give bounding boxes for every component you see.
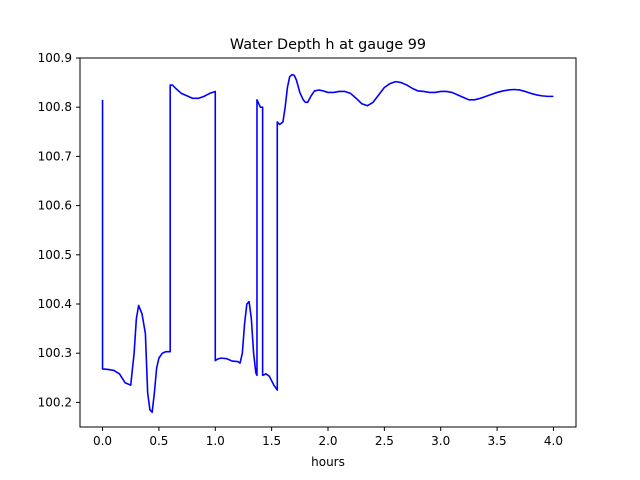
x-axis-ticks: 0.0 0.5 1.0 1.5 2.0 2.5 3.0 3.5 4.0 — [93, 427, 563, 448]
x-tick-label: 2.5 — [375, 434, 394, 448]
x-tick-label: 0.5 — [149, 434, 168, 448]
x-tick-label: 4.0 — [544, 434, 563, 448]
y-tick-label: 100.7 — [38, 149, 72, 163]
x-tick-label: 3.0 — [431, 434, 450, 448]
y-tick-label: 100.5 — [38, 248, 72, 262]
x-axis-label: hours — [311, 455, 345, 469]
x-tick-label: 0.0 — [93, 434, 112, 448]
x-tick-label: 1.0 — [206, 434, 225, 448]
plot-line-layer — [101, 73, 554, 414]
x-tick-label: 3.5 — [488, 434, 507, 448]
y-axis-ticks: 100.2 100.3 100.4 100.5 100.6 100.7 100.8 100.9 — [38, 51, 80, 409]
y-tick-label: 100.3 — [38, 346, 72, 360]
y-tick-label: 100.4 — [38, 297, 72, 311]
x-tick-label: 1.5 — [262, 434, 281, 448]
y-tick-label: 100.8 — [38, 100, 72, 114]
series-line-0 — [101, 73, 554, 414]
y-tick-label: 100.9 — [38, 51, 72, 65]
y-tick-label: 100.6 — [38, 199, 72, 213]
y-tick-label: 100.2 — [38, 395, 72, 409]
chart-title: Water Depth h at gauge 99 — [230, 37, 426, 53]
x-tick-label: 2.0 — [318, 434, 337, 448]
